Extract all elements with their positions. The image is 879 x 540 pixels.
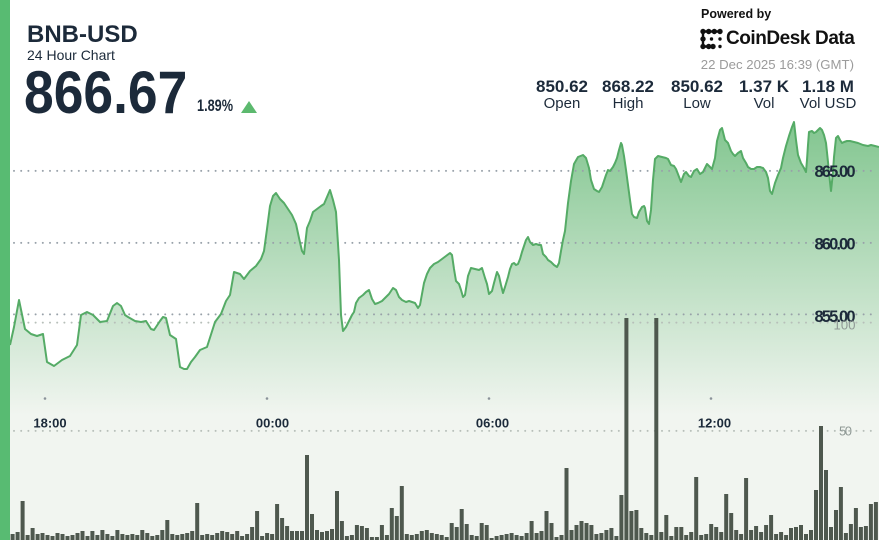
svg-text:865.00: 865.00	[815, 163, 856, 181]
svg-text:860.00: 860.00	[815, 236, 856, 254]
svg-text:100: 100	[834, 318, 856, 333]
svg-text:00:00: 00:00	[256, 416, 289, 431]
svg-text:06:00: 06:00	[476, 416, 509, 431]
svg-text:855.00: 855.00	[815, 308, 856, 326]
svg-text:50: 50	[839, 424, 852, 439]
svg-text:18:00: 18:00	[33, 416, 66, 431]
svg-text:12:00: 12:00	[698, 416, 731, 431]
